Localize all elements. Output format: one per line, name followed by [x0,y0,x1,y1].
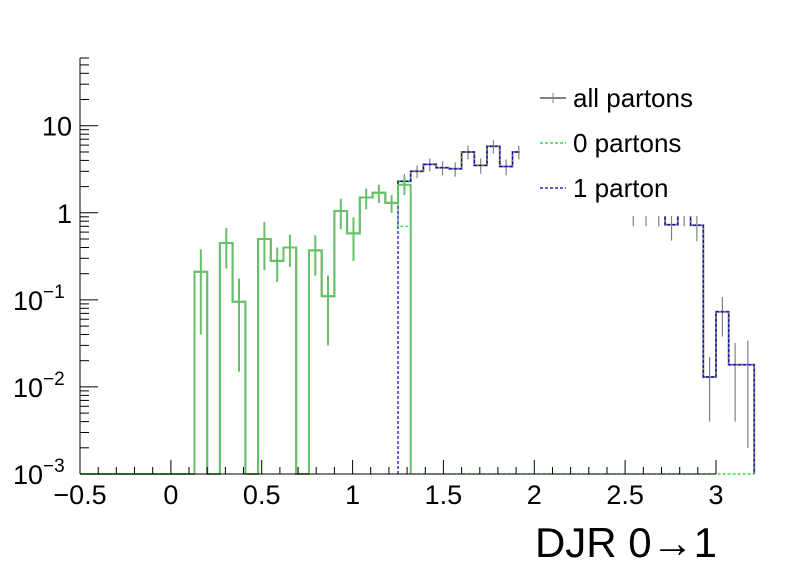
series-1-parton [397,145,755,474]
x-tick-label: −0.5 [53,480,106,510]
x-tick-label: 2.5 [606,480,644,510]
legend: all partons 0 partons 1 parton [520,78,716,216]
y-tick-label: 1 [57,199,72,229]
y-tick-label: 10−3 [13,456,65,490]
legend-entry-0-partons: 0 partons [540,128,681,158]
x-tick-label: 1.5 [425,480,463,510]
x-tick-label: 0 [163,480,178,510]
x-tick-label: 2 [527,480,542,510]
legend-label: all partons [573,83,693,113]
legend-entry-1-parton: 1 parton [540,173,668,203]
y-tick-label: 10 [42,112,72,142]
series-layer [80,140,756,475]
x-tick-label: 1 [345,480,360,510]
y-tick-label: 10−1 [13,282,65,316]
y-tick-label: 10−2 [13,369,65,403]
axes: −0.5 0 0.5 1 1.5 2 2.5 3 10−3 10−2 10−1 1 10 [13,57,724,510]
legend-label: 1 parton [573,173,668,203]
x-tick-label: 3 [708,480,723,510]
x-tick-label: 0.5 [243,480,281,510]
legend-label: 0 partons [573,128,681,158]
legend-entry-all-partons: all partons [540,83,693,113]
histogram-line [397,145,755,474]
x-axis-title: DJR 0→1 [535,519,717,566]
